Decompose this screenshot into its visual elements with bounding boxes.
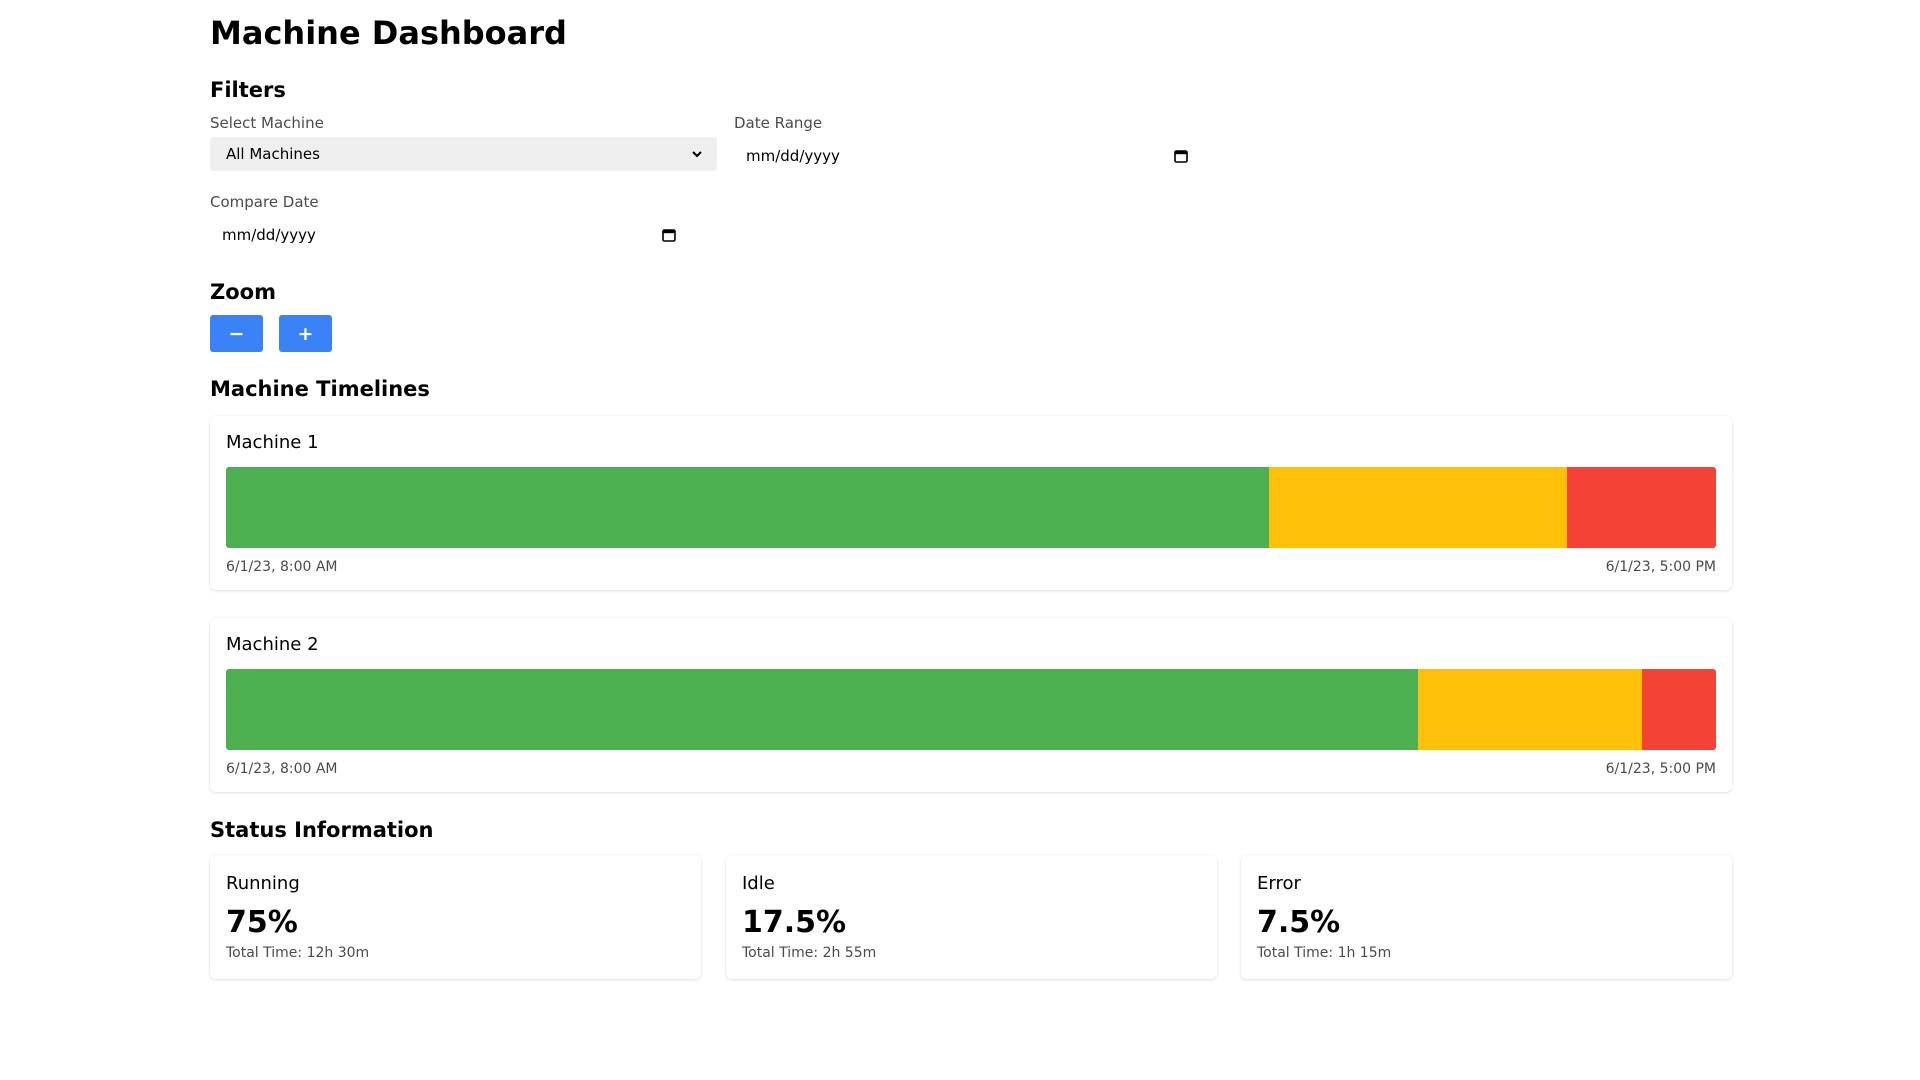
timeline-bar[interactable]	[226, 669, 1716, 750]
filters-heading: Filters	[210, 78, 286, 102]
timeline-bar[interactable]	[226, 467, 1716, 548]
date-range-placeholder: mm/dd/yyyy	[746, 147, 840, 165]
status-percentage: 7.5%	[1257, 905, 1341, 940]
timeline-segment-error[interactable]	[1567, 467, 1716, 548]
status-card-running: Running 75% Total Time: 12h 30m	[210, 855, 701, 979]
status-card-idle: Idle 17.5% Total Time: 2h 55m	[726, 855, 1217, 979]
compare-date-input[interactable]: mm/dd/yyyy	[210, 218, 676, 252]
calendar-icon[interactable]	[662, 228, 676, 242]
machine-select[interactable]: All Machines	[210, 137, 717, 171]
date-range-input[interactable]: mm/dd/yyyy	[734, 139, 1188, 173]
status-total-time: Total Time: 12h 30m	[226, 945, 370, 961]
timeline-segment-running[interactable]	[226, 467, 1269, 548]
status-total-time: Total Time: 2h 55m	[742, 945, 877, 961]
machine-name: Machine 2	[226, 634, 319, 655]
status-information-heading: Status Information	[210, 818, 434, 842]
timeline-segment-idle[interactable]	[1418, 669, 1642, 750]
status-percentage: 17.5%	[742, 905, 847, 940]
calendar-icon[interactable]	[1174, 149, 1188, 163]
compare-date-placeholder: mm/dd/yyyy	[222, 226, 316, 244]
status-total-time: Total Time: 1h 15m	[1257, 945, 1392, 961]
machine-timeline-card: Machine 2 6/1/23, 8:00 AM 6/1/23, 5:00 P…	[210, 618, 1732, 792]
machine-select-value: All Machines	[226, 145, 320, 163]
machine-name: Machine 1	[226, 432, 319, 453]
machine-timeline-card: Machine 1 6/1/23, 8:00 AM 6/1/23, 5:00 P…	[210, 416, 1732, 590]
timeline-segment-error[interactable]	[1641, 669, 1716, 750]
machine-timelines-heading: Machine Timelines	[210, 377, 430, 401]
timeline-end-time: 6/1/23, 5:00 PM	[1605, 559, 1716, 575]
zoom-heading: Zoom	[210, 280, 276, 304]
page-title: Machine Dashboard	[210, 14, 567, 52]
status-name: Running	[226, 873, 300, 894]
status-name: Idle	[742, 873, 775, 894]
timeline-start-time: 6/1/23, 8:00 AM	[226, 761, 338, 777]
timeline-segment-running[interactable]	[226, 669, 1418, 750]
select-machine-label: Select Machine	[210, 114, 324, 132]
status-name: Error	[1257, 873, 1301, 894]
timeline-start-time: 6/1/23, 8:00 AM	[226, 559, 338, 575]
chevron-down-icon	[692, 151, 702, 158]
zoom-out-button[interactable]: −	[210, 315, 263, 352]
date-range-label: Date Range	[734, 114, 823, 132]
status-percentage: 75%	[226, 905, 298, 940]
compare-date-label: Compare Date	[210, 193, 319, 211]
zoom-in-button[interactable]: +	[279, 315, 332, 352]
status-card-error: Error 7.5% Total Time: 1h 15m	[1241, 855, 1732, 979]
timeline-segment-idle[interactable]	[1269, 467, 1567, 548]
timeline-end-time: 6/1/23, 5:00 PM	[1605, 761, 1716, 777]
